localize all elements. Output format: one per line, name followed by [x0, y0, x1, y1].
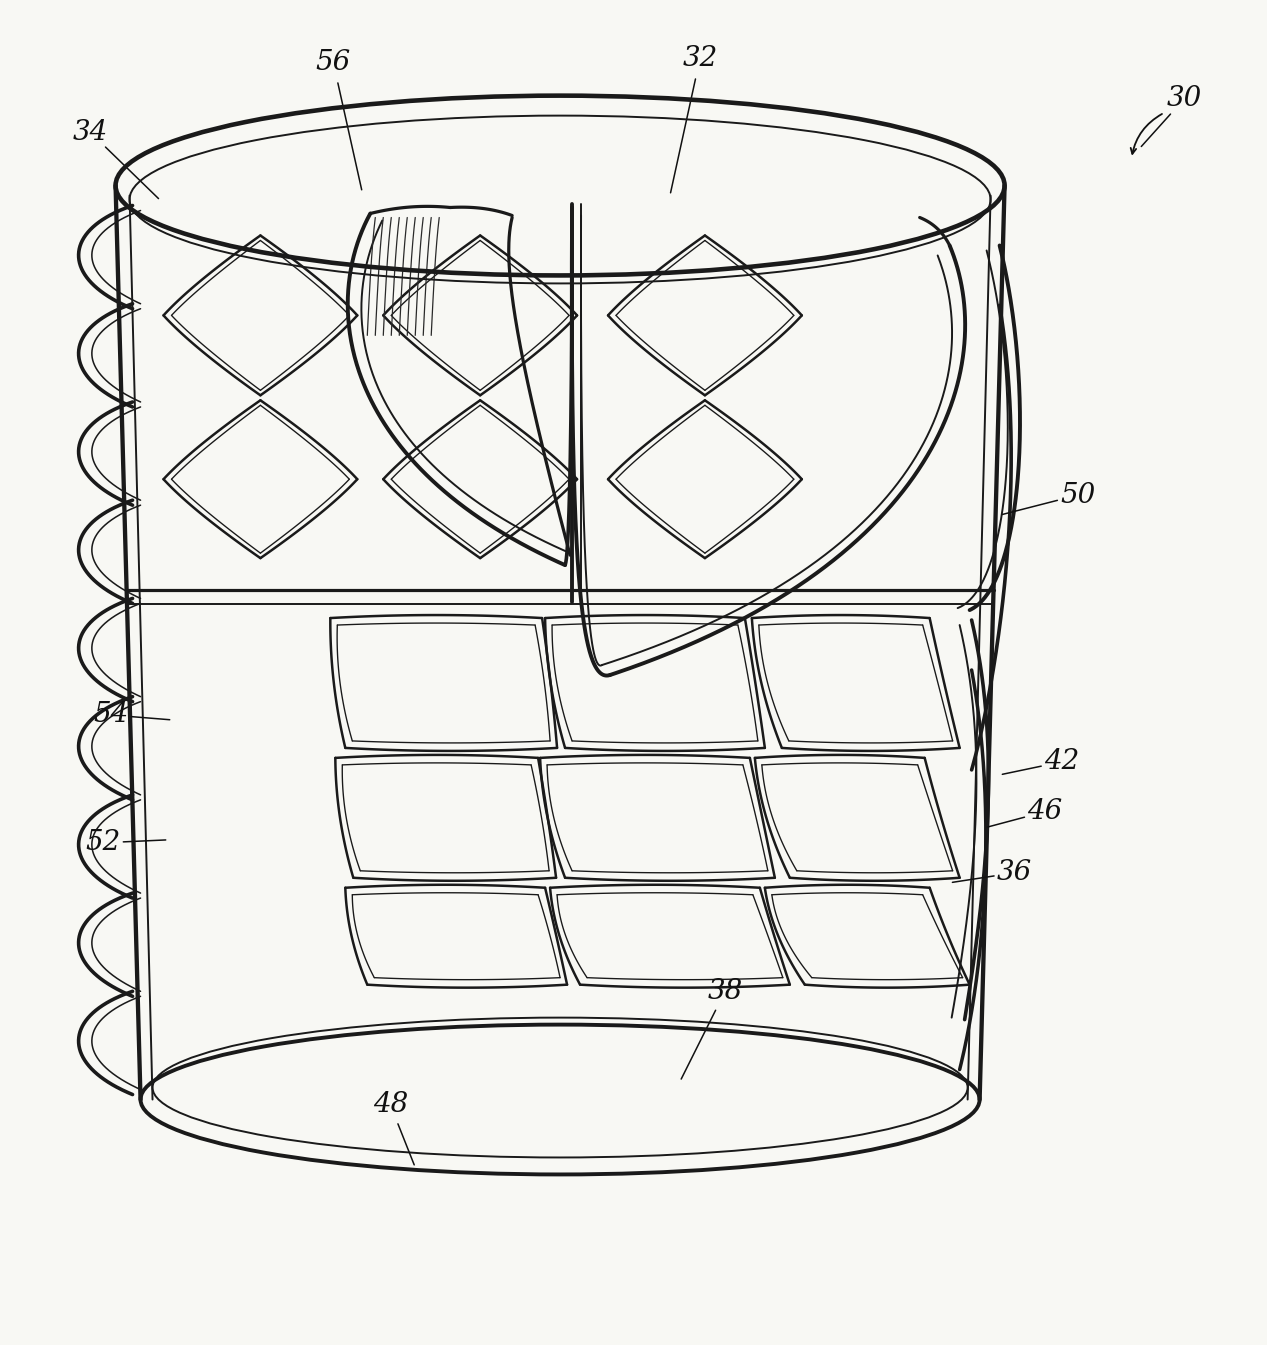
- Text: 46: 46: [1028, 799, 1062, 826]
- Text: 36: 36: [997, 859, 1033, 886]
- Text: 54: 54: [92, 702, 128, 729]
- Text: 38: 38: [707, 978, 742, 1005]
- Text: 52: 52: [85, 830, 120, 857]
- Text: 30: 30: [1167, 85, 1202, 112]
- Text: 56: 56: [315, 50, 351, 77]
- Text: 48: 48: [372, 1091, 408, 1118]
- Text: 50: 50: [1060, 482, 1095, 508]
- Text: 32: 32: [683, 46, 717, 73]
- Text: 34: 34: [73, 120, 108, 147]
- Text: 42: 42: [1044, 748, 1079, 776]
